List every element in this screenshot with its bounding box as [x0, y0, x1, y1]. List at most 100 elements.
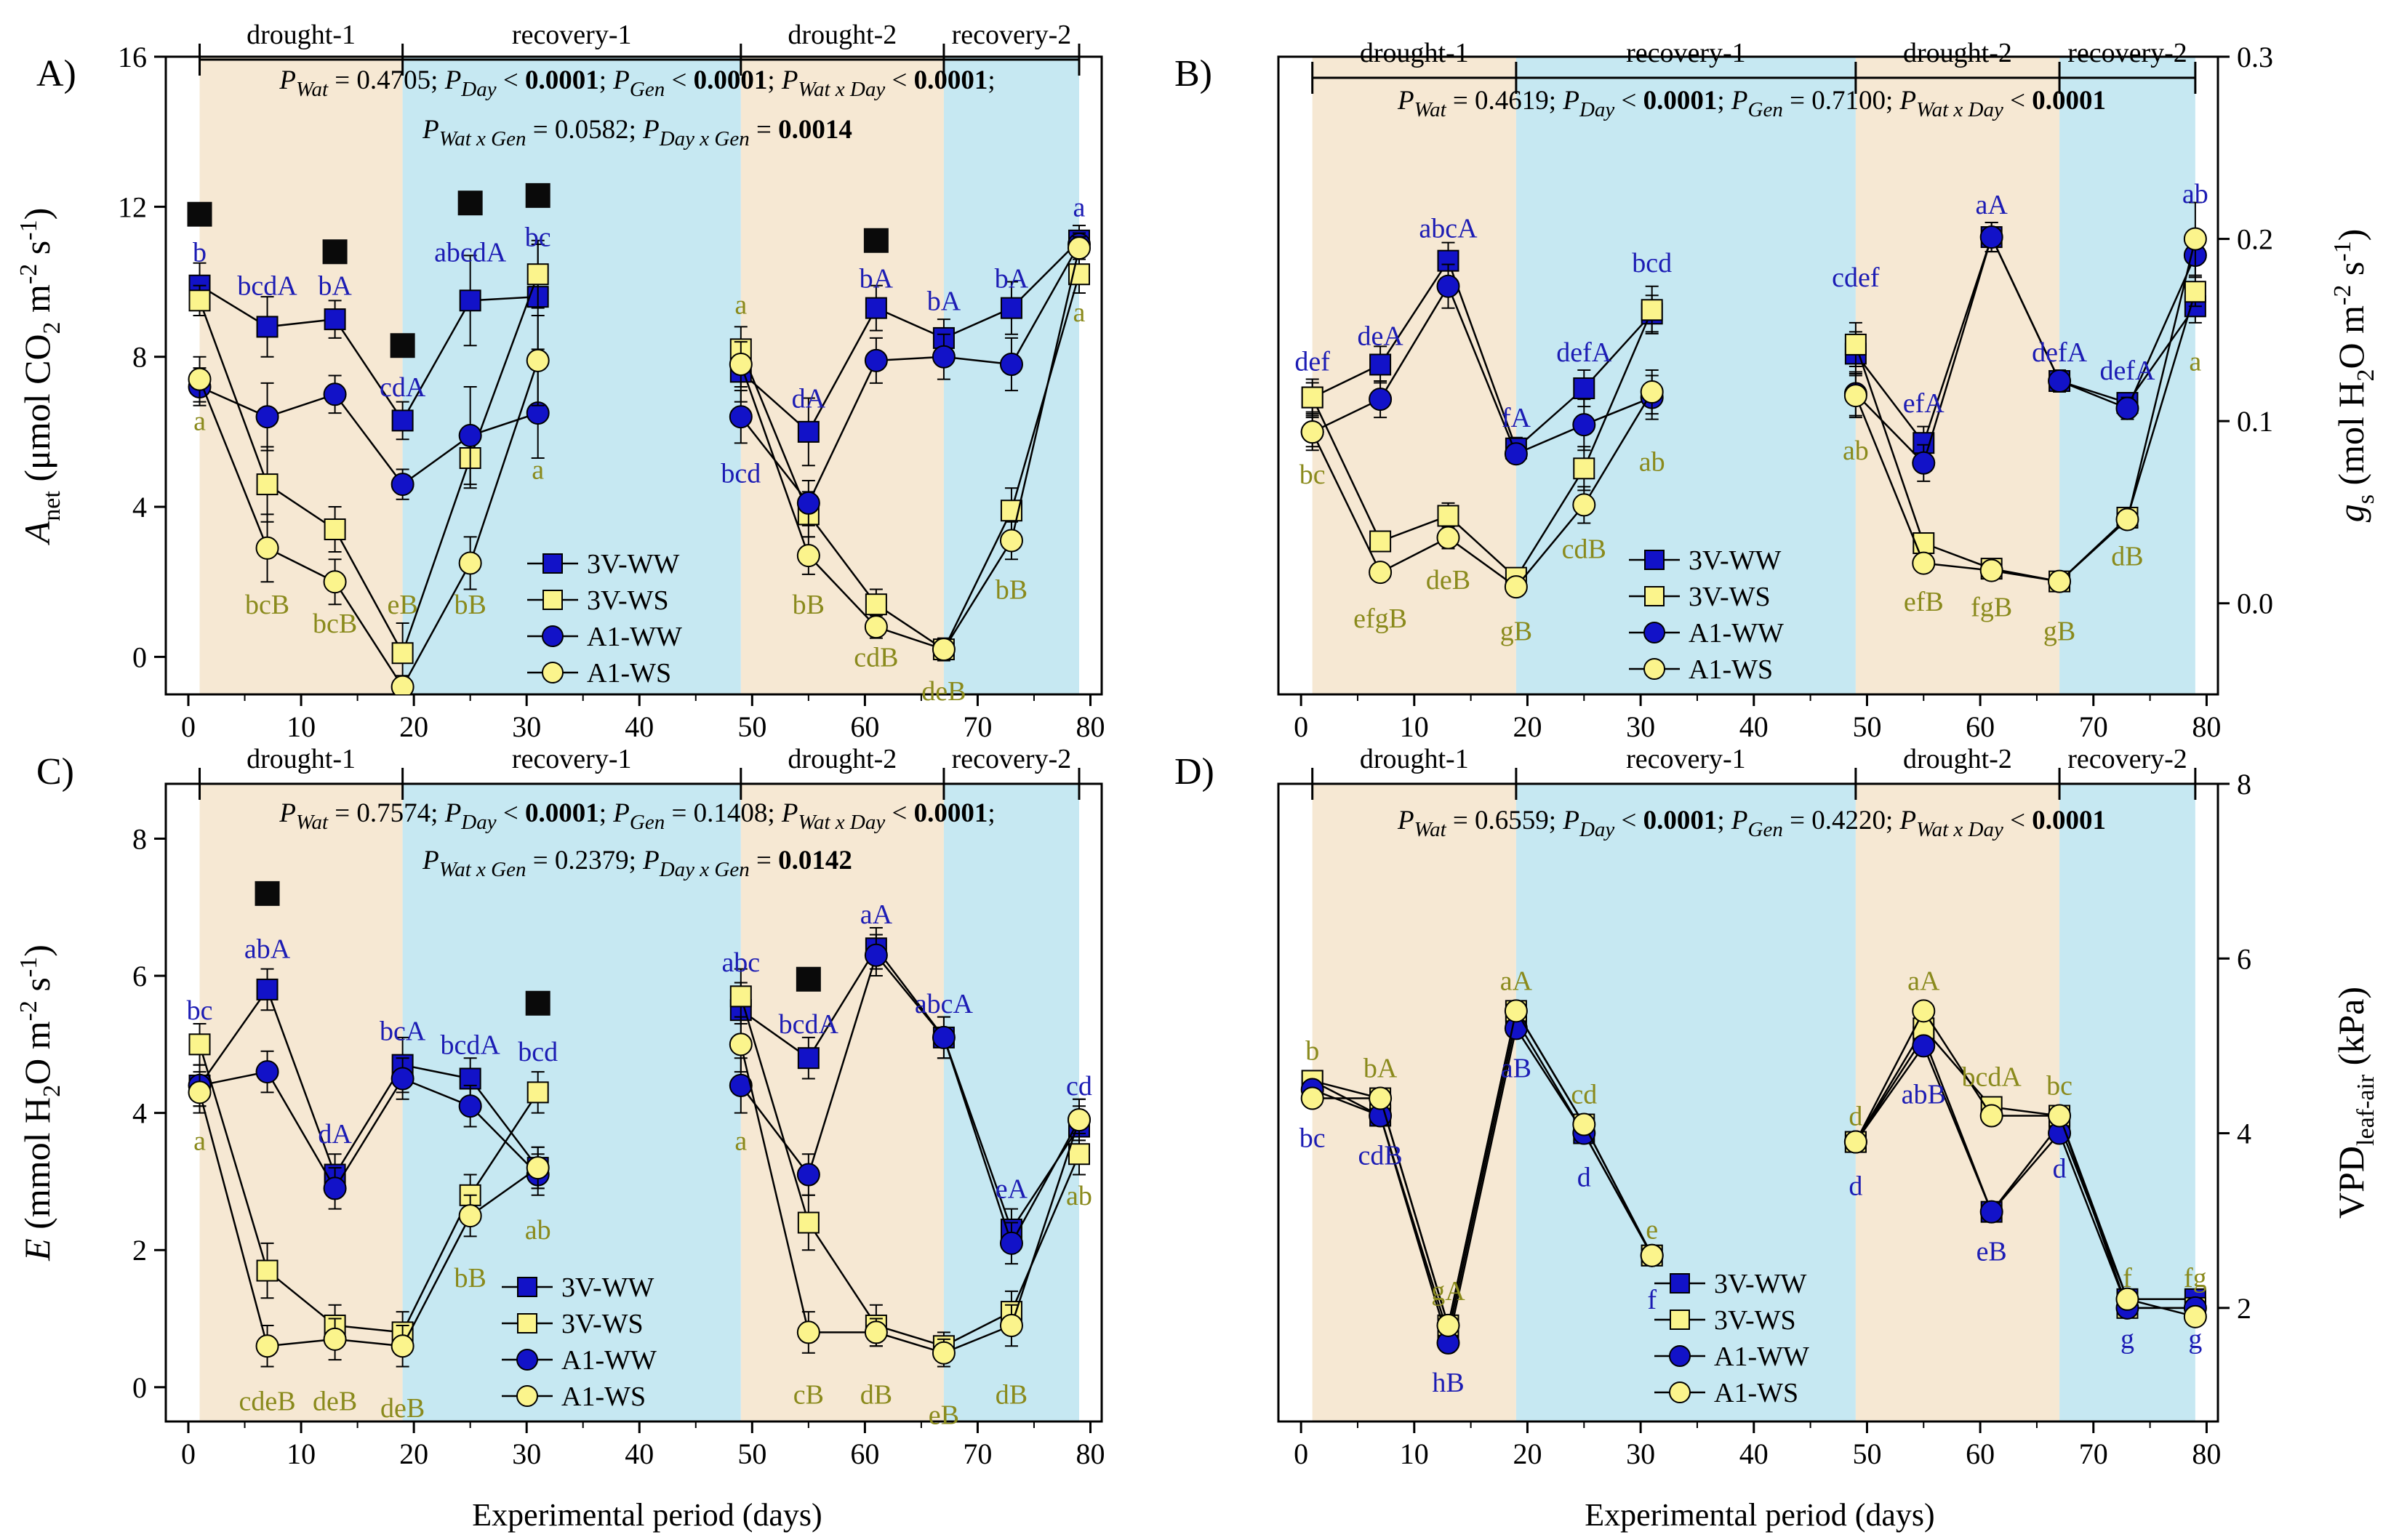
significance-label: cdB: [1562, 534, 1606, 565]
series-line: [740, 247, 1081, 651]
series-line: [199, 284, 538, 422]
significance-label: bA: [318, 271, 352, 302]
period-label: recovery-1: [1626, 38, 1746, 68]
data-point-circle: [255, 1334, 279, 1358]
data-point-circle: [458, 551, 482, 575]
legend-label: 3V-WS: [587, 585, 669, 616]
legend-marker-circle: [542, 662, 564, 683]
significance-label: ab: [525, 1215, 551, 1246]
reference-square: [796, 966, 821, 992]
significance-label: fA: [1502, 403, 1531, 433]
significance-label: ab: [1843, 436, 1869, 466]
reference-square: [457, 191, 483, 216]
legend-marker-square: [1644, 586, 1665, 606]
series-line: [1311, 391, 1653, 588]
significance-label: dB: [860, 1379, 892, 1410]
legend-label: A1-WW: [1714, 1342, 1809, 1372]
significance-label: bB: [793, 590, 825, 620]
x-axis-label-right: Experimental period (days): [1585, 1497, 1934, 1533]
significance-label: a: [1073, 297, 1086, 328]
period-label: recovery-1: [512, 744, 632, 774]
series-line: [1854, 234, 2197, 465]
significance-label: ab: [2182, 179, 2208, 209]
y-tick-label: 2: [132, 1234, 147, 1267]
legend-label: A1-WS: [561, 1381, 646, 1412]
legend-marker-square: [1644, 550, 1665, 570]
data-point-circle: [1067, 1108, 1091, 1132]
period-band-drought: [199, 784, 403, 1421]
period-label: recovery-2: [952, 744, 1072, 774]
significance-label: bc: [1299, 460, 1326, 490]
x-tick-label: 40: [625, 710, 654, 743]
legend-label: 3V-WS: [1714, 1305, 1796, 1336]
legend-label: A1-WS: [1714, 1378, 1798, 1408]
series-line: [740, 947, 1081, 1232]
significance-label: aA: [860, 899, 893, 930]
data-point-circle: [391, 1334, 414, 1358]
significance-label: gA: [1431, 1276, 1465, 1307]
y-tick-label: 6: [132, 960, 147, 992]
significance-label: a: [193, 406, 206, 436]
data-point-square: [459, 289, 481, 312]
significance-label: cdB: [1358, 1141, 1402, 1171]
significance-label: deB: [921, 676, 966, 707]
significance-label: aB: [1501, 1053, 1531, 1083]
series-a1-ws: [1300, 201, 2207, 599]
series-a1-ws: [188, 236, 1091, 694]
significance-label: bB: [454, 1263, 486, 1294]
legend-label: 3V-WW: [561, 1272, 654, 1303]
period-band-recovery: [1515, 57, 1856, 694]
data-point-circle: [1843, 384, 1867, 408]
y-tick-label: 8: [132, 341, 147, 374]
plot-frame: [164, 55, 1103, 696]
data-point-square: [1641, 299, 1663, 321]
plot-frame: [1277, 55, 2219, 696]
data-point-circle: [1979, 1200, 2003, 1224]
period-label: drought-1: [1360, 744, 1469, 774]
reference-square: [255, 881, 280, 906]
x-tick-label: 0: [181, 710, 196, 743]
period-band-recovery: [402, 57, 741, 694]
legend-marker-square: [1670, 1273, 1690, 1294]
series-line: [199, 987, 539, 1177]
reference-square: [525, 990, 550, 1016]
legend-marker-circle: [1669, 1345, 1691, 1367]
data-point-circle: [796, 491, 820, 515]
data-point-square: [526, 1081, 549, 1104]
x-tick-label: 40: [1739, 710, 1769, 743]
period-band-drought: [1855, 57, 2060, 694]
data-point-circle: [1504, 442, 1528, 466]
significance-label: fg: [2184, 1263, 2207, 1294]
stats-line: PWat x Gen = 0.2379; PDay x Gen = 0.0142: [422, 846, 852, 881]
y-tick-label: 2: [2237, 1292, 2251, 1325]
y-tick-label: 6: [2237, 942, 2251, 975]
significance-label: eB: [388, 590, 418, 620]
data-point-circle: [796, 1320, 820, 1344]
significance-label: a: [1073, 192, 1086, 222]
significance-label: deA: [1357, 321, 1403, 351]
data-point-circle: [323, 1327, 347, 1351]
y-axis-label: Anet (μmol CO2 m-2 s-1): [15, 208, 65, 545]
x-tick-label: 60: [850, 1437, 879, 1470]
data-point-square: [729, 985, 752, 1008]
significance-label: g: [2120, 1324, 2134, 1355]
data-point-circle: [2115, 508, 2139, 532]
y-tick-label: 4: [2237, 1118, 2251, 1150]
data-point-circle: [864, 1320, 888, 1344]
x-tick-label: 80: [2192, 710, 2221, 743]
significance-label: ab: [1066, 1181, 1092, 1211]
data-point-circle: [526, 1156, 550, 1180]
data-point-circle: [796, 544, 820, 568]
series-a1-ws: [1300, 999, 2207, 1337]
data-point-circle: [796, 1163, 820, 1187]
x-tick-label: 70: [963, 1437, 992, 1470]
y-tick-label: 0.3: [2237, 41, 2273, 73]
x-tick-label: 20: [399, 1437, 428, 1470]
significance-label: bcd: [721, 459, 761, 489]
x-tick-label: 80: [1076, 1437, 1105, 1470]
data-point-circle: [391, 1067, 414, 1091]
data-point-circle: [1912, 999, 1936, 1023]
legend-label: A1-WS: [587, 658, 671, 689]
x-tick-label: 60: [1966, 1437, 1995, 1470]
data-point-circle: [729, 405, 753, 429]
